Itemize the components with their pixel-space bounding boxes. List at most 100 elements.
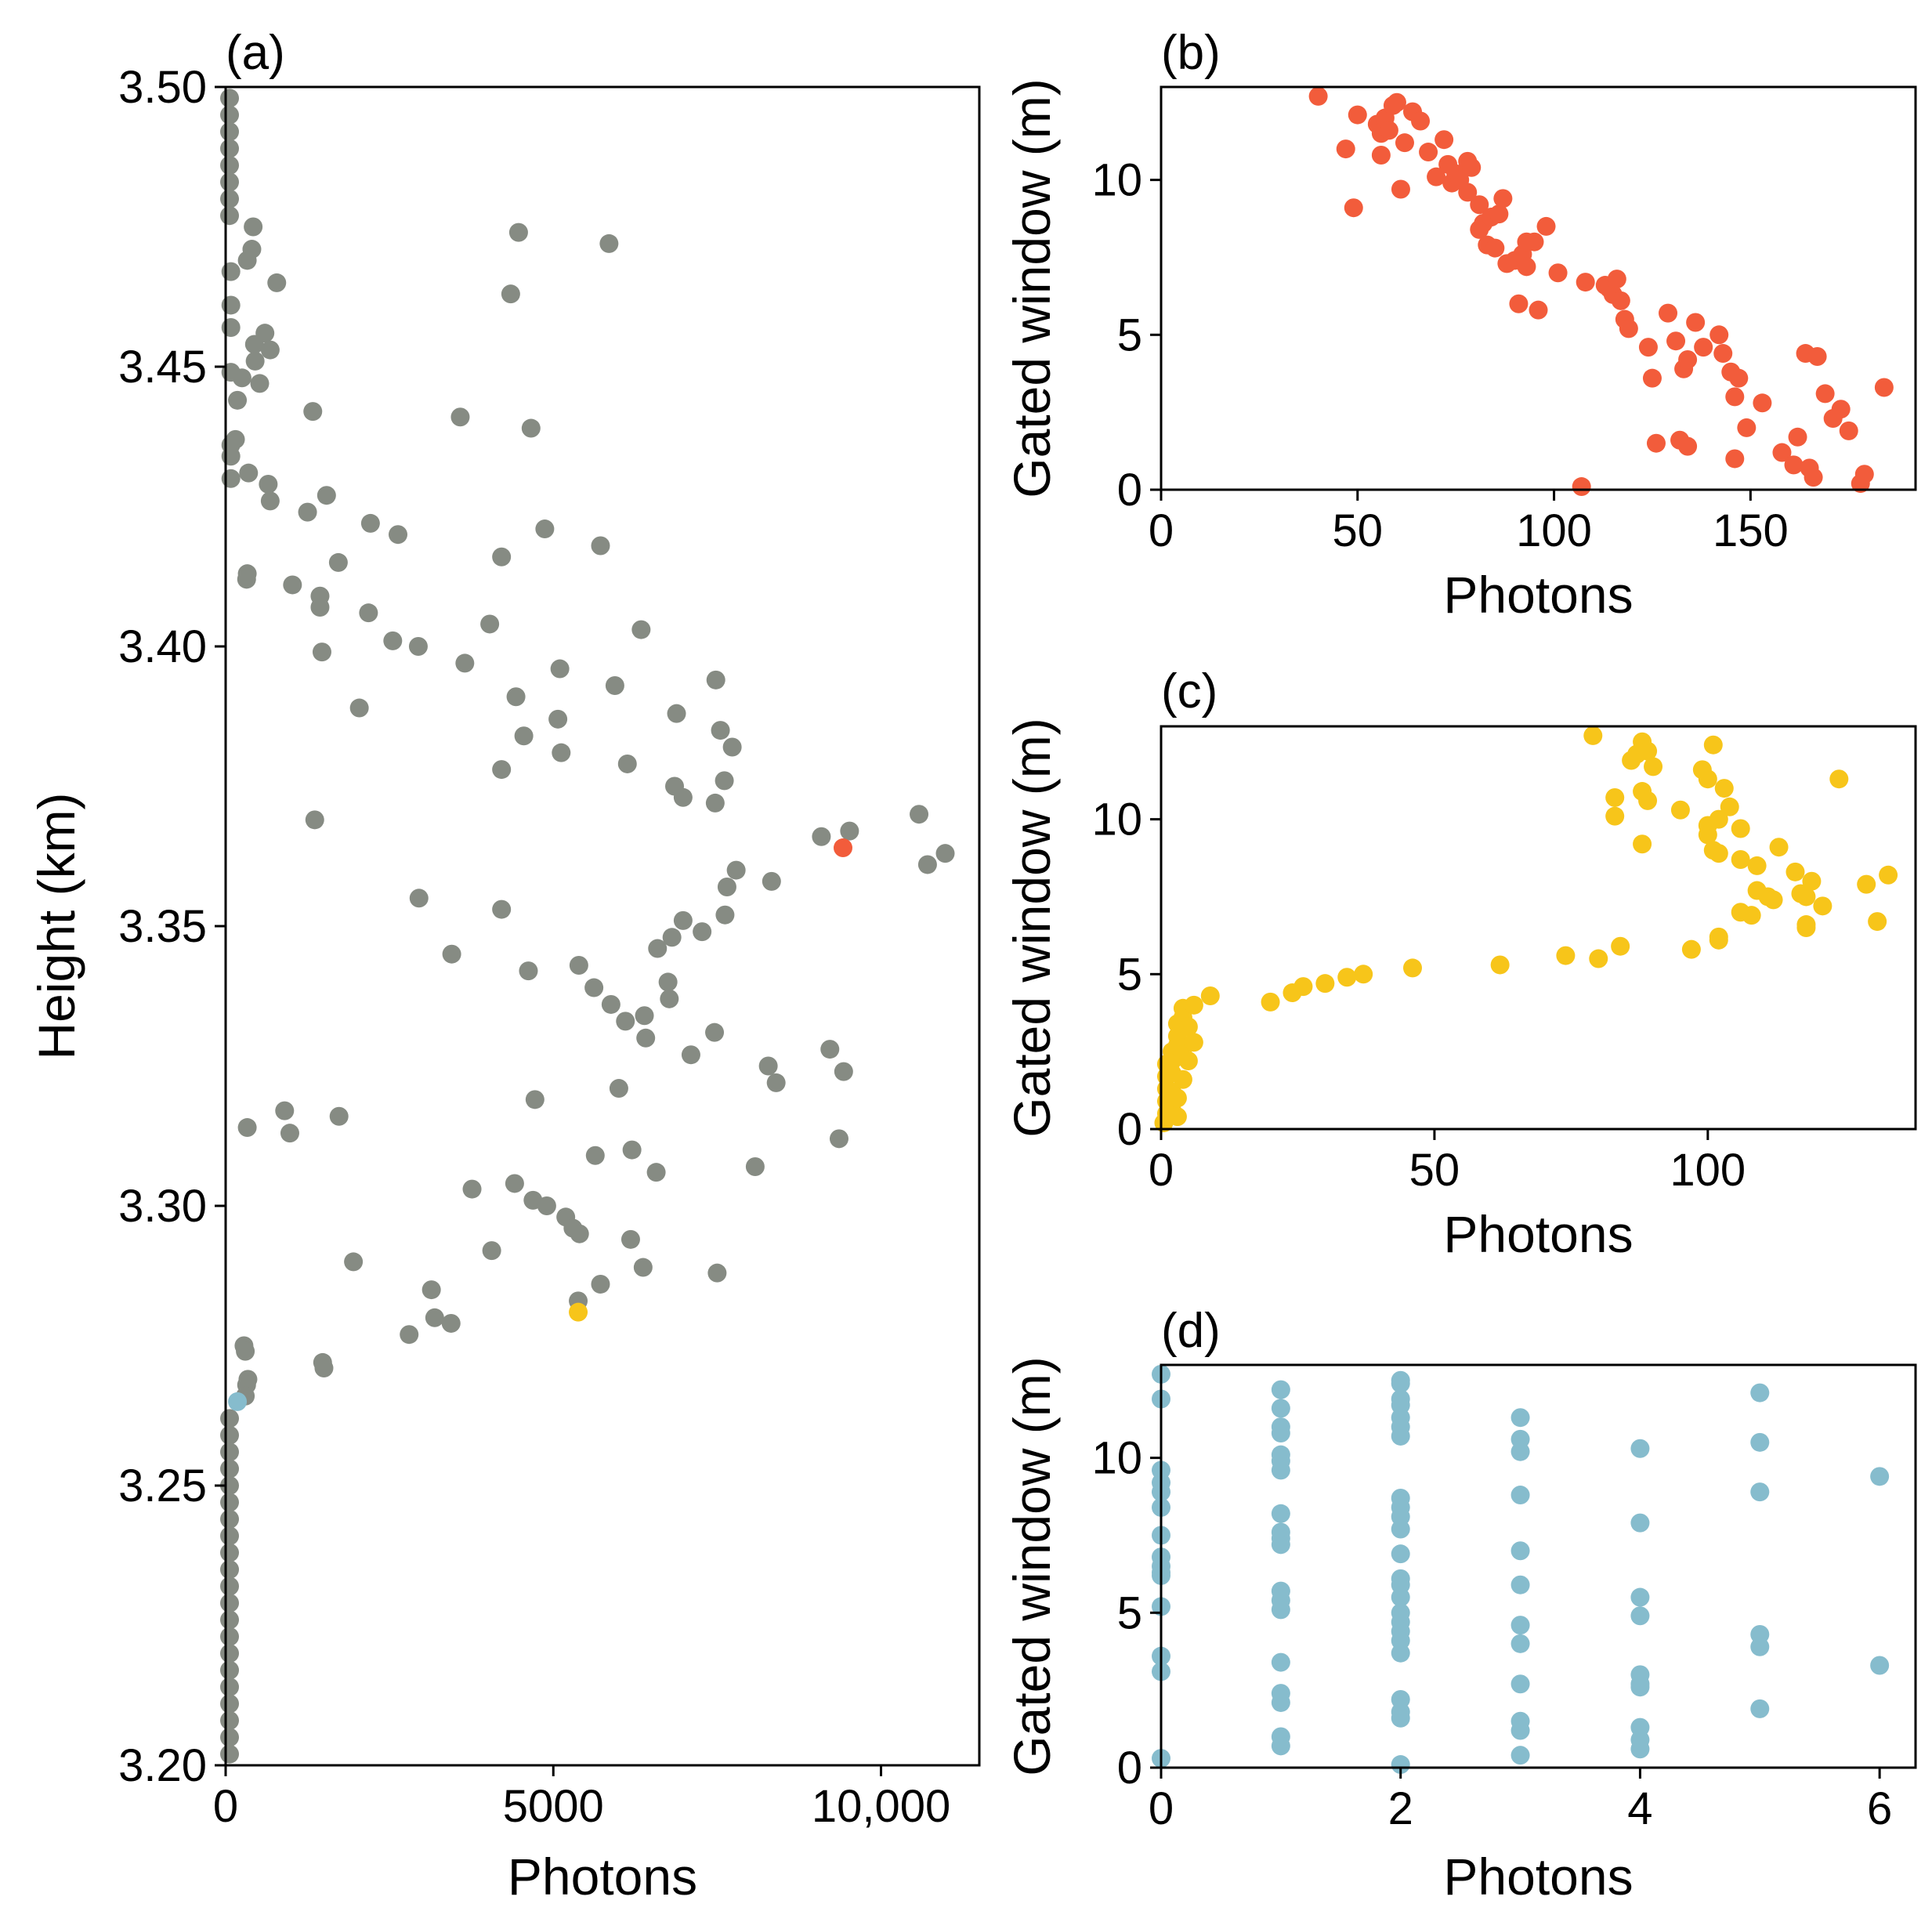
data-point-a-0-44: [492, 547, 512, 566]
data-point-b-0-37: [1517, 257, 1536, 277]
data-point-c-0-35: [1611, 936, 1630, 956]
data-point-a-0-48: [506, 687, 526, 707]
data-point-c-0-23: [1184, 995, 1203, 1015]
data-point-d-0-58: [1511, 1408, 1530, 1428]
y-tick-label-a-1: 3.25: [118, 1461, 207, 1511]
data-point-d-0-40: [1391, 1426, 1410, 1446]
data-point-b-0-15: [1419, 143, 1438, 162]
data-point-a-0-59: [711, 721, 730, 740]
data-point-a-0-122: [275, 1101, 295, 1120]
data-point-a-0-100: [585, 1146, 605, 1165]
data-point-b-0-83: [1854, 465, 1874, 484]
data-point-b-0-44: [1572, 477, 1591, 497]
data-point-a-0-77: [662, 928, 682, 947]
data-point-c-0-22: [1184, 1033, 1203, 1052]
data-point-c-0-36: [1681, 939, 1701, 959]
data-point-c-0-55: [1709, 809, 1728, 829]
data-point-d-0-33: [1271, 1736, 1290, 1756]
data-point-c-0-32: [1490, 955, 1510, 975]
data-point-a-0-9: [260, 340, 280, 360]
series-profile: [220, 89, 955, 1764]
data-point-d-0-62: [1511, 1541, 1530, 1561]
data-point-d-0-86: [1870, 1467, 1890, 1486]
data-point-a-0-117: [421, 1280, 441, 1300]
data-point-a-0-55: [617, 754, 637, 773]
x-axis-label-d: Photons: [1443, 1848, 1633, 1906]
x-tick-label-c-1: 50: [1409, 1145, 1460, 1196]
y-axis-label-c: Gated window (m): [1003, 718, 1061, 1138]
data-point-a-0-110: [462, 1179, 482, 1199]
data-point-b-0-3: [1344, 198, 1363, 218]
data-point-d-0-45: [1391, 1544, 1410, 1564]
data-point-a-0-137: [220, 155, 240, 175]
data-point-b-0-55: [1659, 303, 1678, 323]
data-point-a-0-75: [673, 910, 693, 930]
data-point-a-0-51: [550, 659, 570, 679]
x-tick-label-d-3: 6: [1867, 1783, 1892, 1834]
data-point-b-0-39: [1525, 232, 1544, 252]
data-point-a-0-10: [245, 351, 265, 371]
data-point-a-0-17: [221, 447, 241, 466]
data-point-a-0-46: [591, 536, 610, 556]
data-point-d-0-31: [1271, 1692, 1290, 1712]
data-point-a-0-57: [667, 704, 686, 723]
y-tick-label-b-0: 0: [1117, 465, 1142, 516]
data-point-a-0-92: [834, 1062, 853, 1081]
data-point-a-0-148: [220, 1526, 240, 1546]
data-point-b-0-68: [1729, 368, 1749, 388]
data-point-a-0-14: [228, 390, 248, 410]
data-point-a-0-5: [221, 295, 241, 315]
y-axis-label-d: Gated window (m): [1003, 1356, 1061, 1776]
data-point-c-0-46: [1638, 791, 1658, 810]
data-point-b-0-60: [1678, 436, 1698, 456]
data-point-b-0-81: [1839, 421, 1858, 440]
data-point-a-0-115: [591, 1274, 610, 1294]
data-point-a-0-73: [762, 871, 781, 891]
x-tick-label-d-2: 4: [1627, 1783, 1652, 1834]
y-tick-label-a-3: 3.35: [118, 901, 207, 952]
x-axis-label-b: Photons: [1443, 566, 1633, 624]
data-point-c-0-48: [1670, 800, 1690, 820]
data-point-c-0-27: [1293, 977, 1313, 997]
data-point-b-0-76: [1804, 468, 1823, 487]
data-point-a-0-113: [482, 1241, 501, 1261]
y-axis-label-a: Height (km): [27, 792, 85, 1059]
data-point-a-0-143: [220, 1442, 240, 1462]
data-point-c-0-11: [1167, 1107, 1187, 1127]
data-point-a-0-149: [220, 1543, 240, 1562]
x-tick-label-b-0: 0: [1149, 505, 1174, 556]
data-point-a-0-135: [220, 122, 240, 142]
data-point-b-0-14: [1411, 111, 1431, 131]
data-point-b-0-78: [1815, 384, 1835, 404]
y-tick-label-c-2: 10: [1091, 794, 1142, 845]
data-point-c-0-31: [1403, 958, 1422, 978]
data-point-d-0-57: [1391, 1755, 1410, 1775]
data-point-c-0-34: [1589, 949, 1608, 968]
data-point-a-0-142: [220, 1425, 240, 1445]
y-tick-label-d-2: 10: [1091, 1433, 1142, 1484]
data-point-c-0-50: [1698, 769, 1717, 789]
data-point-a-0-144: [220, 1459, 240, 1479]
data-point-a-0-13: [250, 374, 270, 393]
data-point-d-0-18: [1271, 1423, 1290, 1442]
x-axis-label-a: Photons: [508, 1848, 697, 1906]
x-tick-label-a-0: 0: [213, 1781, 238, 1832]
panel-label-b: (b): [1161, 26, 1221, 80]
data-point-a-0-4: [267, 273, 287, 292]
data-point-b-0-17: [1435, 130, 1454, 150]
data-point-c-0-53: [1703, 735, 1723, 755]
data-point-c-0-75: [1829, 769, 1849, 789]
data-point-a-0-139: [220, 189, 240, 208]
data-point-a-0-16: [226, 429, 245, 449]
data-point-a-0-118: [425, 1308, 444, 1327]
data-point-a-0-8: [244, 335, 264, 354]
data-point-a-0-152: [220, 1593, 240, 1613]
data-point-c-0-45: [1638, 741, 1658, 761]
data-point-a-0-153: [220, 1610, 240, 1630]
y-tick-label-a-4: 3.40: [118, 621, 207, 672]
data-point-a-0-72: [717, 878, 736, 897]
data-point-a-0-41: [501, 284, 520, 304]
y-tick-label-a-2: 3.30: [118, 1181, 207, 1232]
panel-label-c: (c): [1161, 664, 1217, 718]
plot-frame-b: [1160, 85, 1917, 491]
